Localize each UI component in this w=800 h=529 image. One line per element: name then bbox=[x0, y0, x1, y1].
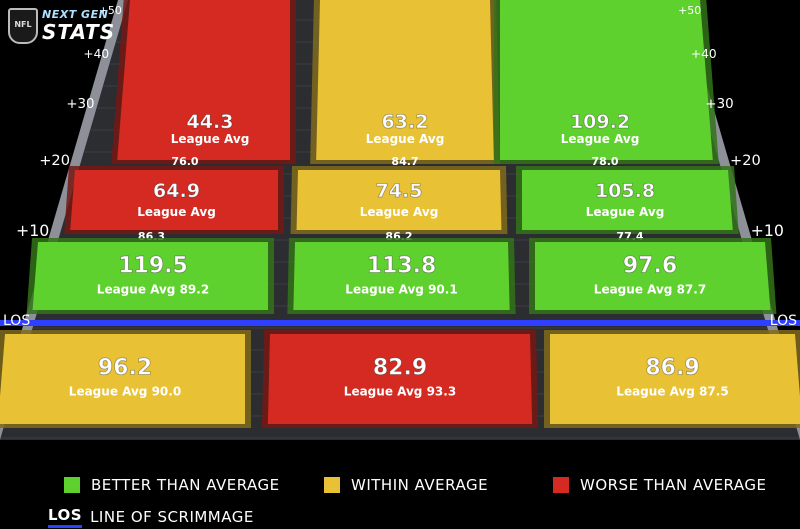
zone-league-value: 76.0 bbox=[171, 155, 198, 168]
zone-value: 119.5 bbox=[118, 254, 188, 279]
zone-league-label: League Avg 87.5 bbox=[616, 385, 728, 399]
los-line bbox=[0, 320, 800, 326]
zone-value: 74.5 bbox=[376, 180, 423, 202]
zone-value: 64.9 bbox=[153, 180, 200, 202]
zone-1-left bbox=[70, 170, 278, 230]
zone-league-label: League Avg bbox=[561, 132, 640, 146]
zone-league-label: League Avg bbox=[171, 132, 250, 146]
yard-marker-left: +20 bbox=[39, 152, 70, 169]
zone-0-left bbox=[117, 0, 290, 160]
zone-value: 86.9 bbox=[645, 356, 699, 381]
zone-3-middle bbox=[267, 334, 533, 424]
yard-marker-right: +20 bbox=[730, 152, 761, 169]
yard-marker-left: +50 bbox=[99, 4, 122, 17]
los-tag: LOS bbox=[48, 506, 83, 528]
legend-item-better: BETTER THAN AVERAGE bbox=[64, 476, 280, 494]
nfl-shield-icon: NFL bbox=[8, 8, 38, 44]
next-gen-stats-logo: NFL NEXT GEN STATS bbox=[8, 6, 118, 44]
zone-1-right bbox=[522, 170, 733, 230]
zone-1-middle bbox=[296, 170, 502, 230]
yard-marker-left: +30 bbox=[66, 97, 94, 112]
zone-league-label: League Avg 90.0 bbox=[69, 385, 181, 399]
yard-marker-right: +30 bbox=[705, 97, 733, 112]
zone-value: 105.8 bbox=[595, 180, 655, 202]
legend-label-better: BETTER THAN AVERAGE bbox=[91, 476, 280, 494]
zone-league-label: League Avg 90.1 bbox=[345, 283, 457, 297]
logo-line1: NEXT GEN bbox=[42, 8, 109, 21]
zone-value: 96.2 bbox=[98, 356, 152, 381]
legend-label-within: WITHIN AVERAGE bbox=[351, 476, 489, 494]
logo-line2: STATS bbox=[42, 20, 116, 44]
legend-item-within: WITHIN AVERAGE bbox=[324, 476, 488, 494]
zone-0-right bbox=[500, 0, 713, 160]
zone-league-label: League Avg 87.7 bbox=[594, 283, 706, 297]
los-label-left: LOS bbox=[3, 313, 30, 329]
legend-item-worse: WORSE THAN AVERAGE bbox=[553, 476, 766, 494]
zone-value: 63.2 bbox=[382, 111, 429, 133]
legend-swatch-within bbox=[324, 477, 340, 493]
yard-marker-right: +40 bbox=[691, 47, 717, 61]
yard-marker-left: +40 bbox=[83, 47, 109, 61]
legend-swatch-worse bbox=[553, 477, 569, 493]
yard-marker-right: +50 bbox=[678, 4, 701, 17]
zone-2-left bbox=[32, 242, 269, 310]
zone-2-right bbox=[535, 242, 771, 310]
legend-label-los: LINE OF SCRIMMAGE bbox=[90, 508, 254, 526]
los-label-right: LOS bbox=[770, 313, 797, 329]
legend-swatch-better bbox=[64, 477, 80, 493]
zone-league-label: League Avg bbox=[366, 132, 445, 146]
legend-label-worse: WORSE THAN AVERAGE bbox=[580, 476, 767, 494]
legend-item-los: LOS LINE OF SCRIMMAGE bbox=[48, 506, 254, 528]
zone-league-label: League Avg bbox=[586, 205, 665, 219]
zone-2-middle bbox=[293, 242, 510, 310]
yard-marker-right: +10 bbox=[751, 221, 784, 240]
zone-value: 82.9 bbox=[373, 356, 427, 381]
zone-league-label: League Avg bbox=[137, 205, 216, 219]
zone-0-middle bbox=[316, 0, 494, 160]
legend: BETTER THAN AVERAGE WITHIN AVERAGE WORSE… bbox=[0, 440, 800, 529]
zone-3-right bbox=[550, 334, 800, 424]
zone-value: 113.8 bbox=[367, 254, 437, 279]
logo-shield-text: NFL bbox=[14, 20, 32, 29]
zone-league-label: League Avg bbox=[360, 205, 439, 219]
zone-3-left bbox=[0, 334, 245, 424]
yard-marker-left: +10 bbox=[16, 221, 49, 240]
zone-value: 44.3 bbox=[187, 111, 234, 133]
zone-league-label: League Avg 93.3 bbox=[344, 385, 456, 399]
zone-league-label: League Avg 89.2 bbox=[97, 283, 209, 297]
zone-league-value: 78.0 bbox=[591, 155, 618, 168]
zone-league-value: 84.7 bbox=[391, 155, 418, 168]
zone-value: 109.2 bbox=[570, 111, 630, 133]
zone-value: 97.6 bbox=[623, 254, 677, 279]
